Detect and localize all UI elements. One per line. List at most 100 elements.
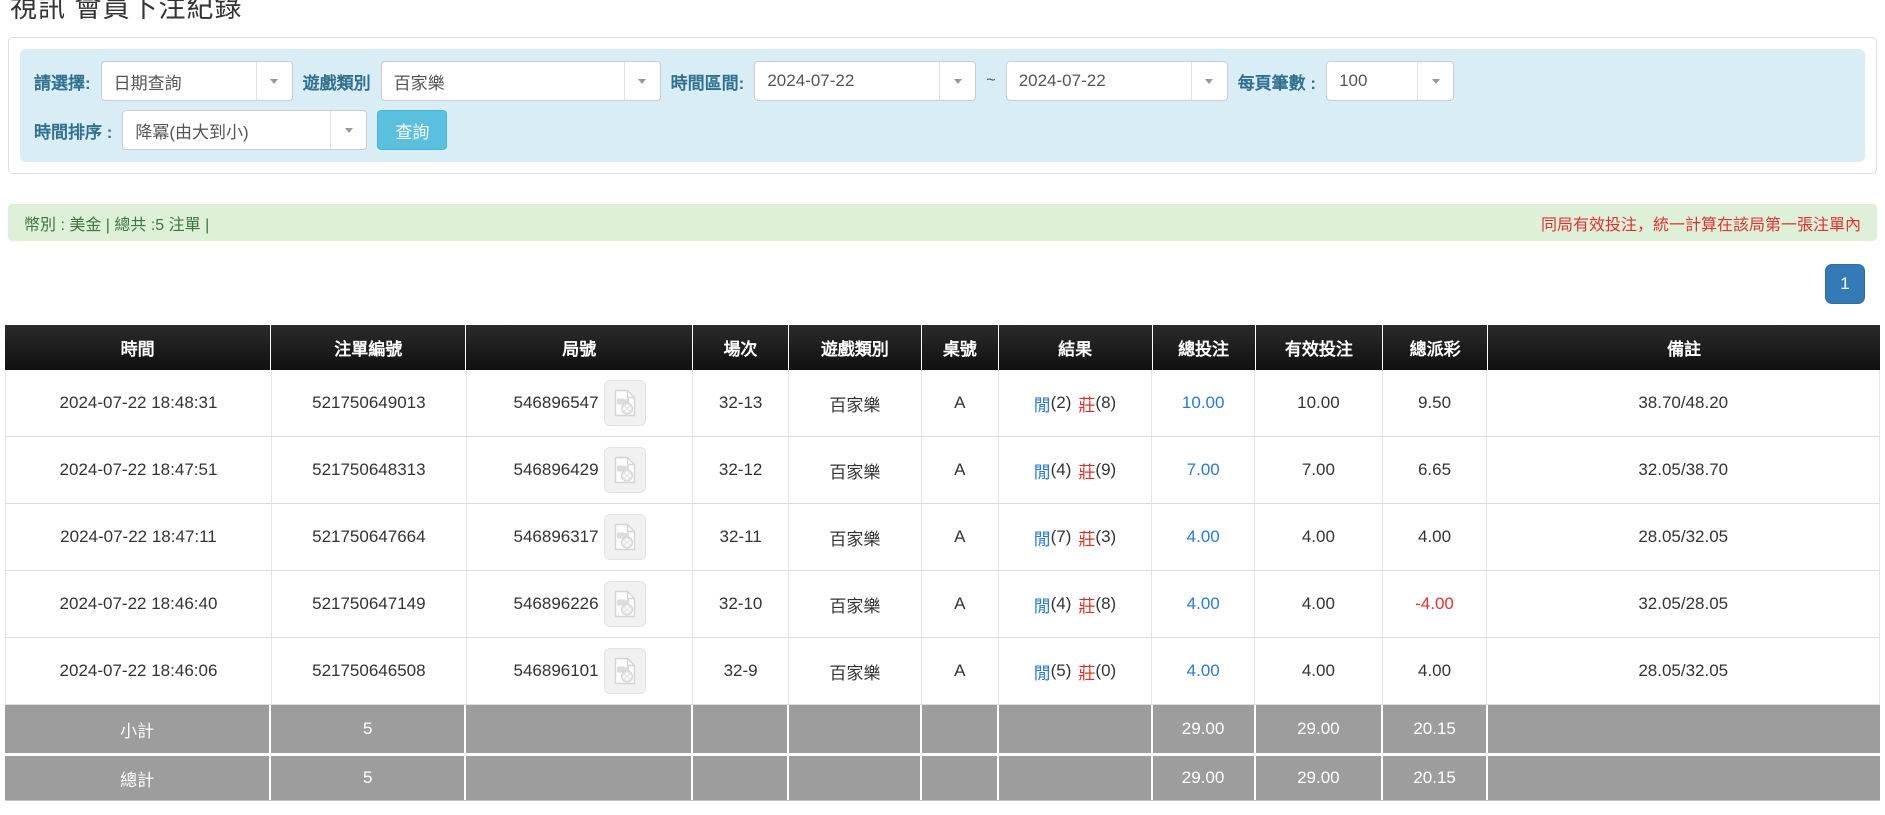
cell-bet-id: 521750649013: [272, 370, 467, 436]
total-bet-link[interactable]: 10.00: [1181, 393, 1225, 412]
date-to-value: 2024-07-22: [1018, 71, 1106, 90]
header-payout: 總派彩: [1383, 325, 1489, 370]
cell-game-type: 百家樂: [789, 370, 922, 436]
video-file-icon: [614, 389, 635, 417]
result-banker-label: 莊: [1078, 663, 1096, 683]
cell-result: 閒 (5) 莊 (0): [999, 638, 1153, 704]
sort-select[interactable]: 降冪(由大到小): [122, 110, 368, 150]
round-id-value: 546896226: [513, 594, 599, 613]
result-player-label: 閒: [1033, 462, 1051, 482]
game-type-select[interactable]: 百家樂: [380, 61, 661, 101]
round-id-value: 546896101: [513, 661, 599, 680]
cell-total-bet: 4.00: [1152, 504, 1256, 570]
cell-game-type: 百家樂: [789, 437, 922, 503]
cell-time: 2024-07-22 18:46:40: [6, 571, 272, 637]
cell-valid-bet: 4.00: [1255, 504, 1383, 570]
cell-valid-bet: 4.00: [1255, 571, 1383, 637]
total-count: 5: [271, 756, 467, 800]
video-replay-button[interactable]: [603, 581, 646, 627]
total-bet-link[interactable]: 7.00: [1186, 460, 1220, 479]
filter-row-1: 請選擇: 日期查詢 遊戲類別 百家樂 時間區間: 2024-07-22 ~ 20: [34, 61, 1851, 101]
result-banker-score: (0): [1095, 661, 1117, 680]
same-round-notice: 同局有效投注，統一計算在該局第一張注單內: [1540, 216, 1861, 234]
chevron-down-icon: [330, 111, 366, 149]
result-banker-score: (3): [1095, 527, 1117, 546]
cell-table-no: A: [922, 370, 999, 436]
total-bet-link[interactable]: 4.00: [1186, 661, 1220, 680]
cell-result: 閒 (2) 莊 (8): [999, 370, 1153, 436]
cell-total-bet: 4.00: [1152, 571, 1256, 637]
cell-table-no: A: [922, 571, 999, 637]
cell-game-type: 百家樂: [789, 504, 922, 570]
page-size-select[interactable]: 100: [1326, 61, 1455, 101]
query-type-select[interactable]: 日期查詢: [100, 61, 293, 101]
chevron-down-icon: [255, 62, 292, 100]
total-payout: 20.15: [1383, 756, 1489, 800]
cell-valid-bet: 4.00: [1255, 638, 1383, 704]
cell-bet-id: 521750647149: [272, 571, 467, 637]
cell-session: 32-9: [693, 638, 789, 704]
page-size-label: 每頁筆數 :: [1237, 73, 1317, 93]
cell-remark: 38.70/48.20: [1638, 393, 1729, 412]
result-player-score: (5): [1050, 661, 1072, 680]
cell-result: 閒 (4) 莊 (9): [999, 437, 1153, 503]
chevron-down-icon: [623, 62, 660, 100]
pagination: 1: [0, 264, 1865, 304]
cell-table-no: A: [922, 504, 999, 570]
round-id-value: 546896429: [513, 460, 599, 479]
filter-row-2: 時間排序 : 降冪(由大到小) 查詢: [34, 110, 1851, 150]
table-header-row: 時間 注單編號 局號 場次 遊戲類別 桌號 結果 總投注 有效投注 總派彩 備註: [5, 325, 1880, 370]
time-range-label: 時間區間:: [670, 73, 745, 93]
cell-total-bet: 10.00: [1152, 370, 1256, 436]
video-file-icon: [614, 456, 635, 484]
query-type-value: 日期查詢: [113, 73, 182, 93]
search-button[interactable]: 查詢: [377, 110, 448, 150]
total-bet-link[interactable]: 4.00: [1186, 527, 1220, 546]
cell-session: 32-12: [693, 437, 789, 503]
cell-remark: 28.05/32.05: [1638, 527, 1729, 546]
subtotal-row: 小計 5 29.00 29.00 20.15: [5, 705, 1880, 753]
cell-game-type: 百家樂: [789, 571, 922, 637]
round-id-value: 546896547: [513, 393, 599, 412]
cell-session: 32-10: [693, 571, 789, 637]
result-player-label: 閒: [1033, 596, 1051, 616]
cell-time: 2024-07-22 18:48:31: [6, 370, 272, 436]
cell-time: 2024-07-22 18:46:06: [6, 638, 272, 704]
video-replay-button[interactable]: [603, 380, 646, 426]
chevron-down-icon: [939, 62, 975, 100]
result-banker-label: 莊: [1078, 395, 1096, 415]
video-replay-button[interactable]: [603, 514, 646, 560]
records-table: 時間 注單編號 局號 場次 遊戲類別 桌號 結果 總投注 有效投注 總派彩 備註…: [5, 325, 1880, 801]
header-table-no: 桌號: [922, 325, 999, 370]
video-replay-button[interactable]: [603, 447, 646, 493]
result-banker-score: (8): [1095, 393, 1117, 412]
cell-round-id: 546896317: [467, 504, 694, 570]
cell-time: 2024-07-22 18:47:51: [6, 437, 272, 503]
cell-round-id: 546896226: [467, 571, 694, 637]
cell-session: 32-13: [693, 370, 789, 436]
header-total-bet: 總投注: [1153, 325, 1256, 370]
cell-payout: 4.00: [1383, 638, 1488, 704]
date-to-select[interactable]: 2024-07-22: [1005, 61, 1228, 101]
game-type-label: 遊戲類別: [302, 73, 371, 93]
date-from-select[interactable]: 2024-07-22: [754, 61, 977, 101]
chevron-down-icon: [1190, 62, 1227, 100]
subtotal-label: 小計: [5, 705, 272, 753]
result-player-label: 閒: [1033, 663, 1051, 683]
result-banker-label: 莊: [1078, 462, 1096, 482]
cell-payout: -4.00: [1383, 571, 1488, 637]
table-body: 2024-07-22 18:48:31 521750649013 5468965…: [5, 370, 1880, 705]
subtotal-payout: 20.15: [1383, 705, 1489, 753]
page-1-button[interactable]: 1: [1825, 264, 1865, 304]
cell-payout: 6.65: [1383, 437, 1488, 503]
result-player-score: (7): [1050, 527, 1072, 546]
video-file-icon: [614, 523, 635, 551]
header-game-type: 遊戲類別: [789, 325, 922, 370]
tilde-separator: ~: [986, 72, 996, 89]
header-remark: 備註: [1667, 340, 1702, 359]
sort-label: 時間排序 :: [34, 122, 113, 142]
cell-payout: 4.00: [1383, 504, 1488, 570]
total-bet-link[interactable]: 4.00: [1186, 594, 1220, 613]
video-replay-button[interactable]: [603, 648, 646, 694]
